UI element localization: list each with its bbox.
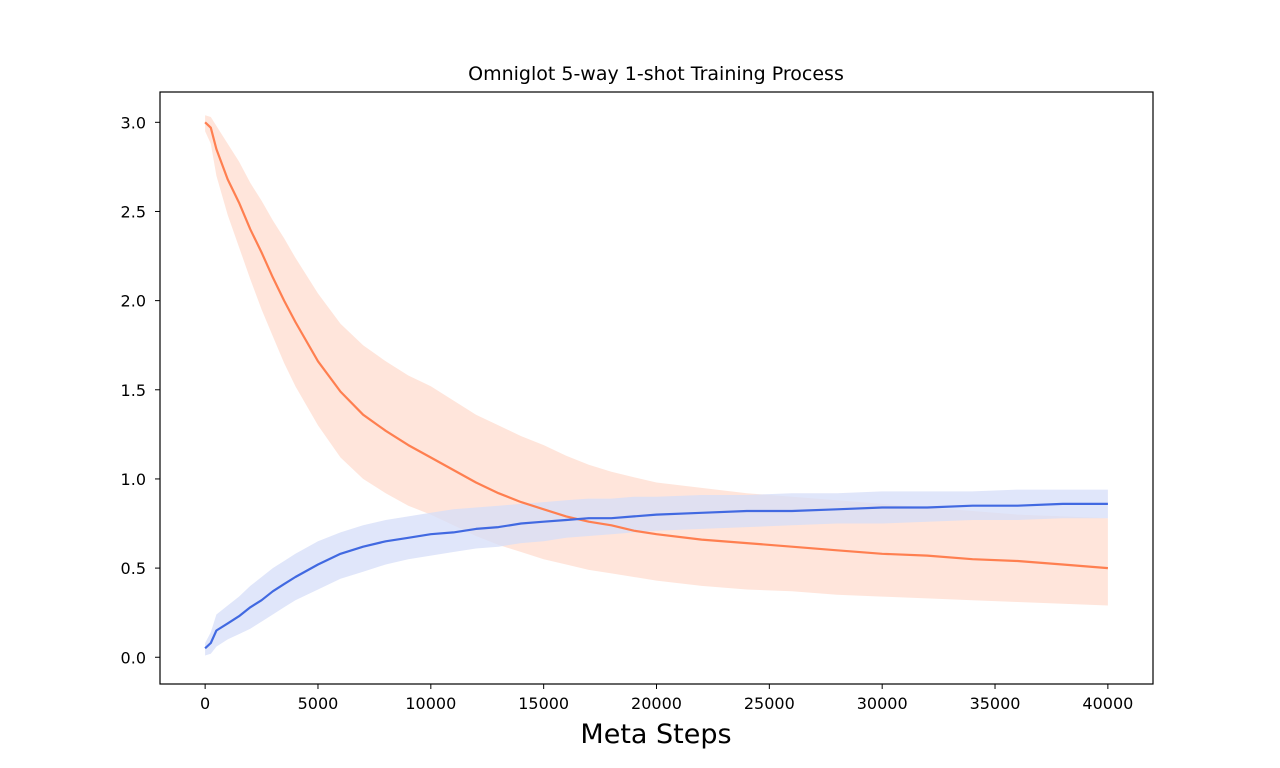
confidence-bands bbox=[205, 115, 1108, 656]
x-tick-label: 15000 bbox=[518, 694, 569, 713]
y-tick-label: 1.5 bbox=[121, 381, 146, 400]
x-tick-label: 40000 bbox=[1082, 694, 1133, 713]
y-tick-label: 2.5 bbox=[121, 202, 146, 221]
x-tick-label: 25000 bbox=[744, 694, 795, 713]
y-axis-ticks: 0.0 0.5 1.0 1.5 2.0 2.5 3.0 bbox=[121, 113, 160, 667]
y-tick-label: 1.0 bbox=[121, 470, 146, 489]
series-2-band bbox=[205, 489, 1108, 656]
x-tick-label: 10000 bbox=[405, 694, 456, 713]
series-1-line bbox=[204, 121, 1108, 570]
x-tick-label: 20000 bbox=[631, 694, 682, 713]
y-tick-label: 2.0 bbox=[121, 292, 146, 311]
x-axis-label: Meta Steps bbox=[580, 719, 731, 750]
y-tick-label: 0.5 bbox=[121, 559, 146, 578]
series-2-line bbox=[204, 502, 1108, 650]
x-axis-ticks: 0 5000 10000 15000 20000 25000 30000 35000 40000 bbox=[200, 684, 1133, 713]
chart-title: Omniglot 5-way 1-shot Training Process bbox=[468, 63, 844, 85]
x-tick-label: 5000 bbox=[298, 694, 339, 713]
x-tick-label: 35000 bbox=[970, 694, 1021, 713]
y-tick-label: 3.0 bbox=[121, 113, 146, 132]
x-tick-label: 0 bbox=[200, 694, 210, 713]
x-tick-label: 30000 bbox=[857, 694, 908, 713]
y-tick-label: 0.0 bbox=[121, 648, 146, 667]
series-lines bbox=[204, 121, 1108, 650]
series-1-band bbox=[205, 115, 1108, 606]
